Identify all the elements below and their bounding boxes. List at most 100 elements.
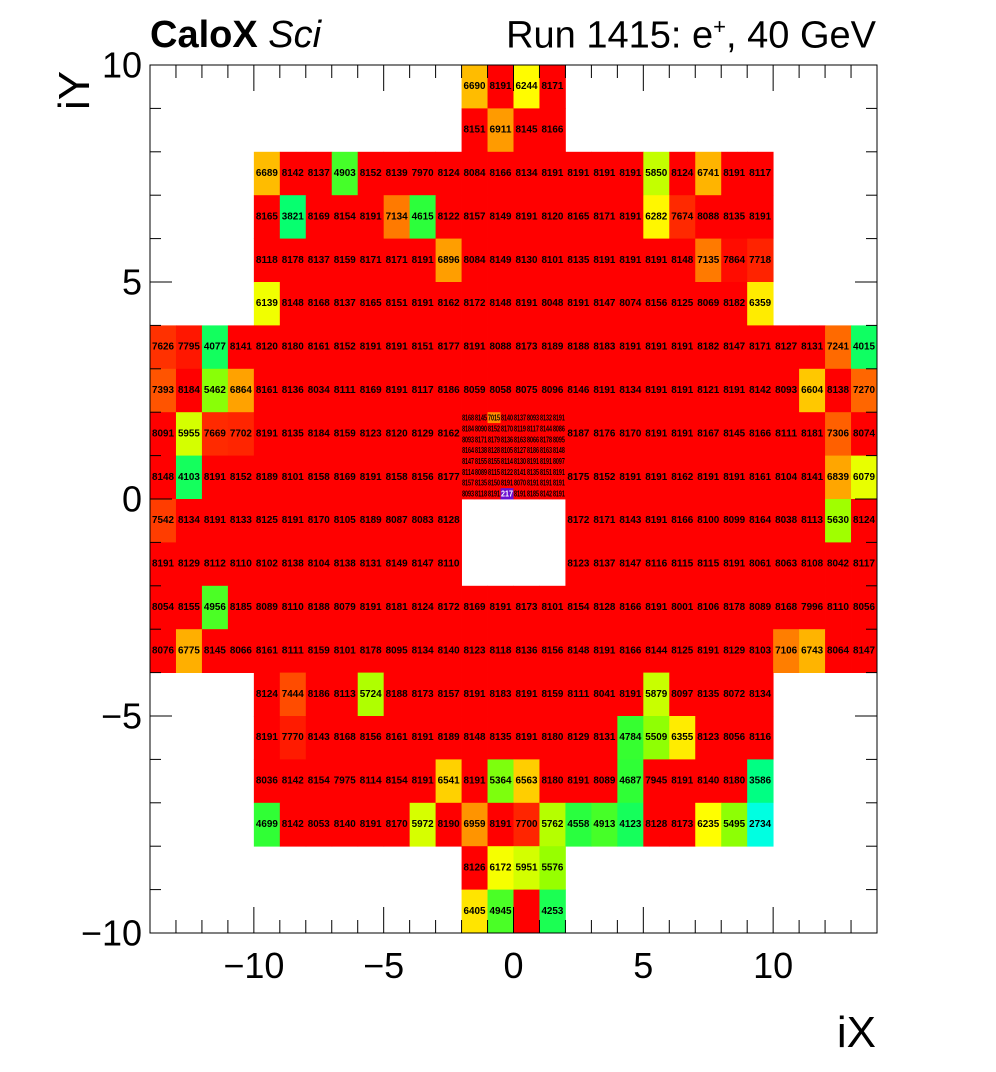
- heatmap-cell: [357, 151, 385, 196]
- heatmap-cell: [487, 488, 501, 500]
- heatmap-cell: [253, 716, 281, 760]
- heatmap-cell: [539, 466, 553, 478]
- heatmap-cell: [591, 585, 618, 630]
- cell-value-label: 8135: [567, 255, 589, 266]
- heatmap-cell: [409, 195, 437, 239]
- heatmap-cell: [721, 716, 748, 760]
- heatmap-cell: [474, 466, 488, 478]
- heatmap-cell: [357, 585, 385, 630]
- cell-value-label: 8036: [256, 776, 278, 787]
- heatmap-cell: [773, 499, 800, 543]
- heatmap-cell: [565, 325, 592, 370]
- heatmap-cell: [643, 499, 670, 543]
- heatmap-cell: [435, 325, 462, 370]
- heatmap-cell: [539, 716, 566, 760]
- y-tick-label: 0: [122, 479, 142, 520]
- heatmap-cell: [617, 802, 644, 847]
- heatmap-cell: [552, 433, 566, 446]
- heatmap-cell: [227, 455, 255, 500]
- y-tick-label: 5: [122, 262, 142, 303]
- cell-value-label: 8104: [308, 559, 330, 570]
- heatmap-cell: [617, 672, 644, 717]
- heatmap-cell: [526, 466, 540, 478]
- heatmap-cell: [487, 151, 514, 196]
- cell-value-label: 8141: [514, 467, 526, 477]
- cell-value-label: 8135: [490, 732, 512, 743]
- heatmap-cell: [253, 368, 281, 413]
- run-label-suffix: , 40 GeV: [726, 14, 876, 57]
- heatmap-cell: [474, 433, 488, 446]
- cell-value-label: 3821: [282, 211, 304, 222]
- cell-value-label: 8180: [541, 776, 563, 787]
- heatmap-cell: [253, 412, 281, 456]
- heatmap-cell: [383, 802, 411, 847]
- heatmap-cell: [643, 716, 670, 760]
- cell-value-label: 8140: [438, 645, 460, 656]
- heatmap-cell: [526, 433, 540, 446]
- cell-value-label: 8175: [567, 472, 589, 483]
- cell-value-label: 8191: [515, 298, 537, 309]
- cell-value-label: 8095: [386, 645, 408, 656]
- heatmap-cell: [357, 802, 385, 847]
- heatmap-cell: [565, 629, 592, 673]
- cell-value-label: 8162: [671, 472, 693, 483]
- heatmap-cell: [305, 585, 333, 630]
- cell-value-label: 8161: [308, 342, 330, 353]
- cell-value-label: 8135: [723, 211, 745, 222]
- experiment-label: CaloX Sci: [150, 14, 321, 57]
- cell-value-label: 8118: [475, 489, 487, 499]
- heatmap-cell: [461, 846, 488, 890]
- cell-value-label: 8102: [256, 559, 278, 570]
- cell-value-label: 8096: [541, 385, 563, 396]
- cell-value-label: 8191: [464, 776, 486, 787]
- heatmap-cell: [253, 802, 281, 847]
- heatmap-cell: [669, 412, 696, 456]
- heatmap-cell: [552, 488, 566, 500]
- heatmap-cell: [747, 368, 774, 413]
- cell-value-label: 8191: [204, 472, 226, 483]
- cell-value-label: 8191: [412, 732, 434, 743]
- heatmap-cell: [305, 672, 333, 717]
- heatmap-cell: [513, 716, 540, 760]
- cell-value-label: 8129: [412, 428, 434, 439]
- cell-value-label: 8159: [541, 689, 563, 700]
- heatmap-cell: [409, 542, 437, 587]
- heatmap-cell: [435, 585, 462, 630]
- heatmap-cell: [150, 629, 177, 673]
- cell-value-label: 4945: [490, 906, 512, 917]
- cell-value-label: 8154: [386, 776, 408, 787]
- heatmap-cell: [513, 488, 527, 500]
- cell-value-label: 8143: [308, 732, 330, 743]
- cell-value-label: 8143: [619, 515, 641, 526]
- cell-value-label: 8148: [152, 472, 174, 483]
- cell-value-label: 6282: [645, 211, 667, 222]
- cell-value-label: 8182: [697, 342, 719, 353]
- cell-value-label: 8148: [282, 298, 304, 309]
- heatmap-cell: [552, 477, 566, 489]
- cell-value-label: 8191: [671, 385, 693, 396]
- cell-value-label: 8157: [462, 478, 474, 488]
- cell-value-label: 8147: [412, 559, 434, 570]
- cell-value-label: 8191: [567, 168, 589, 179]
- cell-value-label: 8191: [723, 472, 745, 483]
- cell-value-label: 8137: [308, 255, 330, 266]
- cell-value-label: 8084: [464, 168, 486, 179]
- heatmap-cell: [513, 672, 540, 717]
- cell-value-label: 8115: [697, 559, 719, 570]
- cell-value-label: 8191: [619, 472, 641, 483]
- cell-value-label: 8186: [527, 445, 539, 455]
- cell-value-label: 8165: [567, 211, 589, 222]
- cell-value-label: 4913: [593, 819, 615, 830]
- cell-value-label: 8070: [514, 478, 526, 488]
- heatmap-cell: [409, 325, 437, 370]
- cell-value-label: 8087: [386, 515, 408, 526]
- heatmap-cell: [591, 672, 618, 717]
- heatmap-cell: [721, 368, 748, 413]
- cell-value-label: 5576: [541, 862, 563, 873]
- heatmap-cell: [513, 412, 527, 424]
- heatmap-cell: [305, 151, 333, 196]
- cell-value-label: 6775: [178, 645, 200, 656]
- heatmap-cell: [669, 802, 696, 847]
- heatmap-cell: [305, 368, 333, 413]
- cell-value-label: 8191: [490, 819, 512, 830]
